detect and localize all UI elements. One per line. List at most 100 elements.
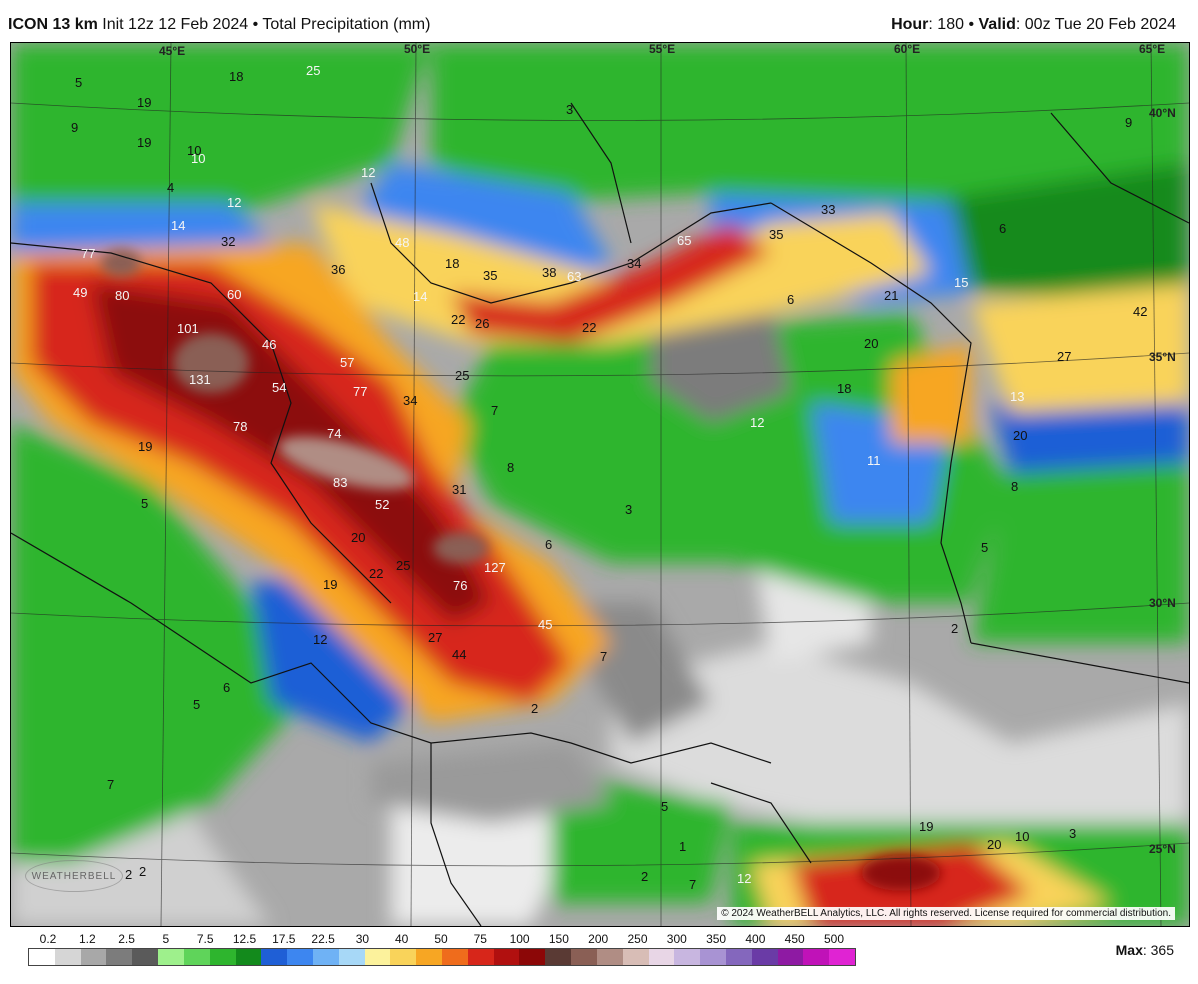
model-name: ICON 13 km <box>8 16 98 33</box>
lon-65-label: 65°E <box>1139 43 1165 56</box>
precipitation-map: 45°E 50°E 55°E 60°E 65°E 40°N 35°N 30°N … <box>10 42 1190 927</box>
precip-value: 54 <box>272 380 286 395</box>
precip-value: 22 <box>451 312 465 327</box>
precip-value: 5 <box>661 799 668 814</box>
precip-value: 57 <box>340 355 354 370</box>
precip-value: 60 <box>227 287 241 302</box>
precip-value: 2 <box>951 621 958 636</box>
legend-tick-label: 350 <box>706 932 727 946</box>
precip-value: 46 <box>262 337 276 352</box>
precip-value-labels: 77 80 49 60 101 131 46 54 78 57 77 74 83… <box>71 63 1147 892</box>
precip-value: 6 <box>787 292 794 307</box>
precip-cores <box>101 249 941 891</box>
legend-tick-label: 22.5 <box>311 932 335 946</box>
legend-swatch <box>29 949 55 965</box>
lon-45-label: 45°E <box>159 44 185 58</box>
precip-value: 38 <box>542 265 556 280</box>
precip-value: 26 <box>475 316 489 331</box>
precip-value: 6 <box>545 537 552 552</box>
precip-value: 34 <box>403 393 417 408</box>
precip-value: 74 <box>327 426 341 441</box>
legend-swatch <box>54 949 81 965</box>
precip-value: 20 <box>1013 428 1027 443</box>
init-time: Init 12z 12 Feb 2024 <box>102 16 249 33</box>
lat-25-label: 25°N <box>1149 842 1176 856</box>
max-value: : 365 <box>1142 942 1174 958</box>
precip-value: 15 <box>954 275 968 290</box>
legend-tick-label: 150 <box>548 932 569 946</box>
legend-swatch <box>519 949 546 965</box>
precip-value: 1 <box>679 839 686 854</box>
boundaries <box>11 102 1189 926</box>
precip-value: 8 <box>1011 479 1018 494</box>
precip-value: 80 <box>115 288 129 303</box>
precip-value: 9 <box>71 120 78 135</box>
precip-value: 2 <box>641 869 648 884</box>
precip-value: 35 <box>769 227 783 242</box>
field-name: Total Precipitation (mm) <box>262 16 431 33</box>
legend-tick-label: 500 <box>823 932 845 946</box>
precip-value: 21 <box>884 288 898 303</box>
legend-tick-label: 7.5 <box>196 932 214 946</box>
color-legend: 0.2 1.2 2.5 5 7.5 12.5 17.5 22.5 30 40 50 75 100 150 2… <box>0 928 1198 984</box>
precip-value: 12 <box>737 871 751 886</box>
legend-tick-label: 250 <box>627 932 648 946</box>
legend-swatch <box>390 949 417 965</box>
legend-swatch <box>106 949 133 965</box>
precip-value: 25 <box>396 558 410 573</box>
precip-value: 3 <box>1069 826 1076 841</box>
legend-swatch <box>209 949 236 965</box>
precip-value: 5 <box>75 75 82 90</box>
precip-value: 78 <box>233 419 247 434</box>
legend-color-bar <box>28 948 856 966</box>
lon-55-label: 55°E <box>649 43 675 56</box>
precip-value: 5 <box>141 496 148 511</box>
precip-value: 7 <box>107 777 114 792</box>
legend-swatch <box>287 949 313 965</box>
weatherbell-logo: WEATHERBELL <box>25 860 123 892</box>
precip-value: 131 <box>189 372 211 387</box>
legend-swatch <box>364 949 391 965</box>
precip-value: 18 <box>445 256 459 271</box>
precip-value: 31 <box>452 482 466 497</box>
precip-value: 77 <box>353 384 367 399</box>
legend-swatch <box>183 949 210 965</box>
grid-labels: 45°E 50°E 55°E 60°E 65°E 40°N 35°N 30°N … <box>159 43 1176 856</box>
precip-value: 19 <box>137 135 151 150</box>
legend-tick-label: 1.2 <box>78 932 96 946</box>
precip-fields <box>11 43 1189 926</box>
legend-swatch <box>829 949 855 965</box>
precip-value: 6 <box>223 680 230 695</box>
precip-value: 83 <box>333 475 347 490</box>
copyright-notice: © 2024 WeatherBELL Analytics, LLC. All r… <box>717 907 1175 920</box>
precip-value: 19 <box>323 577 337 592</box>
header-bullet: • <box>252 16 259 33</box>
legend-tick-label: 17.5 <box>272 932 296 946</box>
precip-value: 5 <box>193 697 200 712</box>
legend-swatch <box>622 949 649 965</box>
precip-value: 76 <box>453 578 467 593</box>
legend-swatch <box>700 949 726 965</box>
precip-value: 52 <box>375 497 389 512</box>
legend-swatch <box>777 949 804 965</box>
legend-tick-label: 2.5 <box>118 932 135 946</box>
legend-tick-labels: 0.2 1.2 2.5 5 7.5 12.5 17.5 22.5 30 40 50 75 100 150 2… <box>28 932 854 948</box>
precip-value: 9 <box>1125 115 1132 130</box>
precip-value: 22 <box>369 566 383 581</box>
legend-tick-label: 5 <box>162 932 170 946</box>
header-left: ICON 13 km Init 12z 12 Feb 2024 • Total … <box>8 16 430 34</box>
precip-value: 3 <box>566 102 573 117</box>
precip-value: 10 <box>187 143 201 158</box>
precip-value: 34 <box>627 256 641 271</box>
legend-swatch <box>725 949 752 965</box>
max-value-box: Max: 365 <box>1116 942 1174 958</box>
precip-value: 27 <box>428 630 442 645</box>
legend-tick-label: 400 <box>745 932 766 946</box>
precip-value: 35 <box>483 268 497 283</box>
precip-value: 33 <box>821 202 835 217</box>
legend-tick-label: 40 <box>395 932 409 946</box>
graticule <box>11 43 1189 926</box>
legend-swatch <box>442 949 468 965</box>
precip-value: 22 <box>582 320 596 335</box>
precip-value: 7 <box>689 877 696 892</box>
